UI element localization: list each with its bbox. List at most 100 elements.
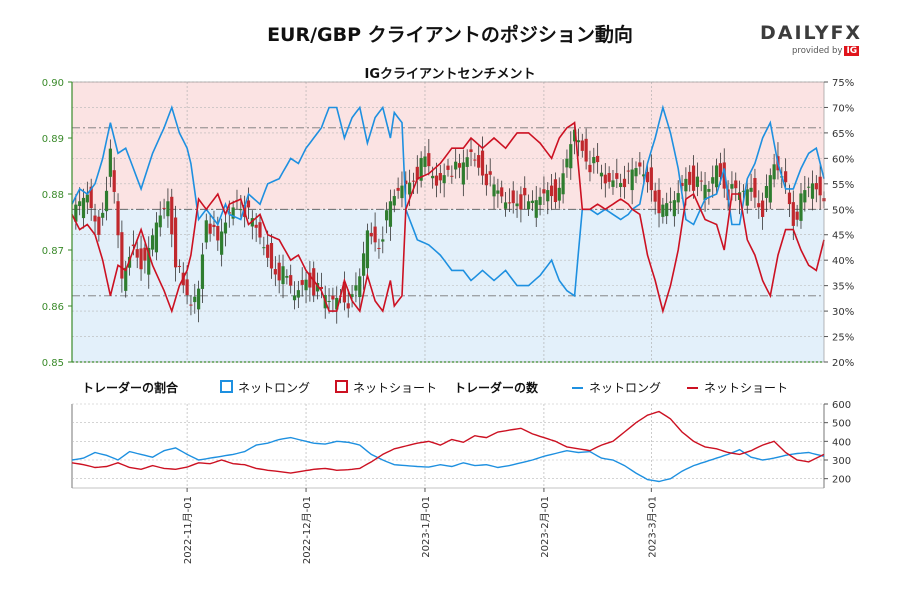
bear-candle <box>411 180 416 182</box>
right-tick-label: 25% <box>832 333 854 344</box>
bull-candle <box>354 285 358 291</box>
bear-candle <box>212 224 216 228</box>
logo-fx-text: FX <box>830 22 863 44</box>
logo-wordmark: DAILYFX <box>760 22 870 44</box>
bull-candle <box>573 129 577 142</box>
left-tick-label: 0.89 <box>42 134 64 145</box>
bear-candle <box>97 216 101 235</box>
legend-ratio-title: トレーダーの割合 <box>82 381 179 395</box>
bull-candle <box>741 190 746 192</box>
bull-candle <box>304 279 308 291</box>
count-net-long-line <box>71 436 825 483</box>
bull-candle <box>281 266 285 285</box>
legend-ratio-short[interactable]: ネットショート <box>335 379 437 396</box>
bear-candle <box>761 200 765 217</box>
bear-candle <box>480 150 485 176</box>
bear-candle <box>507 202 511 204</box>
bull-candle <box>408 182 412 195</box>
bear-candle <box>626 170 630 172</box>
bear-candle <box>457 163 462 168</box>
bear-candle <box>688 171 692 185</box>
bear-candle <box>588 164 592 173</box>
bear-candle <box>177 265 182 267</box>
net-short-pct-line <box>71 121 825 315</box>
bear-candle <box>446 165 450 170</box>
bull-candle <box>335 297 339 310</box>
bear-candle <box>519 194 523 210</box>
left-tick-label: 0.90 <box>42 78 64 89</box>
bull-candle <box>158 215 162 228</box>
bull-candle <box>803 190 807 203</box>
bear-candle <box>607 173 611 182</box>
bull-candle <box>538 196 542 205</box>
bull-candle <box>454 161 458 170</box>
dailyfx-logo[interactable]: DAILYFX provided by IG <box>760 22 870 56</box>
bull-candle <box>108 148 112 177</box>
logo-main-text: DAILY <box>760 22 831 44</box>
bull-candle <box>431 175 435 179</box>
bear-candle <box>185 279 189 296</box>
bull-candle <box>200 254 205 289</box>
bull-candle <box>711 177 715 184</box>
legend-count-short-line-icon <box>687 387 698 389</box>
right-tick-label: 55% <box>832 180 854 191</box>
bull-candle <box>104 190 109 212</box>
legend-count: トレーダーの数 <box>454 379 538 396</box>
bear-candle <box>645 171 650 183</box>
bottom-tick-label: 300 <box>832 456 851 467</box>
bull-candle <box>676 193 680 203</box>
bull-candle <box>197 288 201 310</box>
bear-candle <box>484 173 488 186</box>
bear-candle <box>691 165 696 191</box>
bear-candle <box>331 295 335 300</box>
bear-candle <box>473 159 477 161</box>
bear-candle <box>596 155 600 163</box>
bear-candle <box>93 215 97 222</box>
bear-candle <box>549 185 554 197</box>
bear-candle <box>342 281 347 303</box>
bear-candle <box>120 232 124 279</box>
bull-candle <box>619 182 623 187</box>
left-tick-label: 0.86 <box>42 302 64 313</box>
bear-candle <box>216 225 220 241</box>
bull-candle <box>423 156 427 167</box>
bull-candle <box>101 212 105 218</box>
right-tick-label: 35% <box>832 282 854 293</box>
bull-candle <box>78 201 82 207</box>
legend-count-short[interactable]: ネットショート <box>687 379 788 396</box>
legend-count-long[interactable]: ネットロング <box>572 379 661 396</box>
right-tick-label: 30% <box>832 307 854 318</box>
bull-candle <box>350 294 354 297</box>
bull-candle <box>327 300 331 302</box>
right-tick-label: 60% <box>832 154 854 165</box>
candles <box>74 121 826 324</box>
bear-candle <box>404 180 408 185</box>
legend-ratio-long[interactable]: ネットロング <box>220 379 310 396</box>
bear-candle <box>346 303 350 309</box>
bull-candle <box>204 220 208 243</box>
bottom-tick-label: 500 <box>832 419 851 430</box>
bull-candle <box>684 178 688 192</box>
bear-candle <box>718 163 723 178</box>
bull-candle <box>714 165 719 188</box>
bull-candle <box>703 184 707 201</box>
bear-candle <box>553 179 558 203</box>
bull-candle <box>569 144 573 169</box>
bull-candle <box>315 283 320 292</box>
bear-candle <box>757 203 761 208</box>
bull-candle <box>365 230 370 269</box>
bull-candle <box>695 176 699 187</box>
bear-candle <box>373 226 377 243</box>
bull-candle <box>668 201 673 203</box>
bear-candle <box>699 180 703 182</box>
bull-candle <box>503 202 508 209</box>
bull-candle <box>296 290 300 298</box>
axes: 0.85 0.86 0.87 0.88 0.89 0.90 20% 25% 30% 35% 40% 4… <box>42 78 855 369</box>
legend-short-swatch-icon <box>335 380 348 393</box>
bear-candle <box>438 173 442 181</box>
bull-candle <box>515 203 519 207</box>
logo-provider-text: provided by <box>792 46 843 56</box>
bull-candle <box>557 187 561 201</box>
bull-candle <box>250 218 254 227</box>
